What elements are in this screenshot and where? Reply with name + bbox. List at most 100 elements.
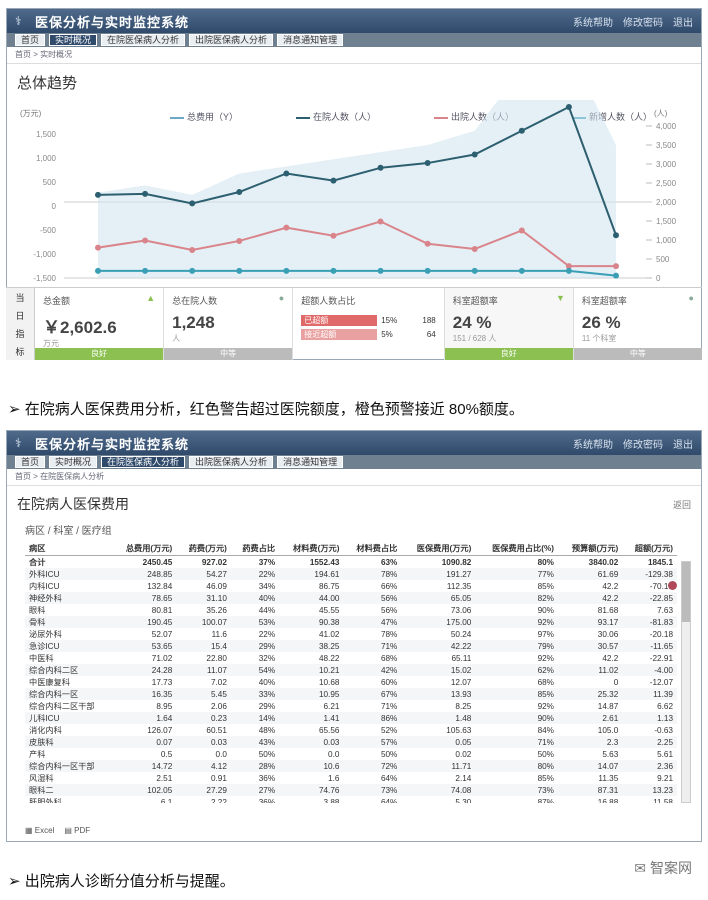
y-tick-label: -500 <box>40 226 57 235</box>
data-point <box>236 267 243 274</box>
table-row[interactable]: 外科ICU 248.85 54.27 22% 194.61 78% 191.27 77% 61.… <box>25 568 677 580</box>
table-row[interactable]: 眼科二 102.05 27.29 27% 74.76 73% 74.08 73% 87.31 13… <box>25 784 677 796</box>
table-row[interactable]: 眼科 80.81 35.26 44% 45.55 56% 73.06 90% 81.68 7.63 <box>25 604 677 616</box>
y2-tick-label: 500 <box>656 255 670 264</box>
y-tick-label: 1,500 <box>36 130 57 139</box>
menu-messages[interactable]: 消息通知管理 <box>277 34 344 46</box>
column-header[interactable]: 药费(万元) <box>176 541 231 556</box>
menu-messages[interactable]: 消息通知管理 <box>277 456 344 468</box>
table-row[interactable]: 急诊ICU 53.65 15.4 29% 38.25 71% 42.22 79% 30.57 -1… <box>25 640 677 652</box>
table-cell: -22.91 <box>649 653 673 663</box>
legend-item[interactable]: 出院人数（人） <box>434 110 514 123</box>
scrollbar-thumb[interactable] <box>682 562 690 622</box>
column-header[interactable]: 医保费用(万元) <box>401 541 476 556</box>
kpi-value: 24 % <box>452 313 492 332</box>
column-header[interactable]: 超额(万元) <box>622 541 677 556</box>
column-header[interactable]: 总费用(万元) <box>111 541 177 556</box>
table-cell: 7.02 <box>210 677 227 687</box>
over-quota-row: 已超额 15% 188 <box>301 315 436 326</box>
kpi-dept-rate[interactable]: 科室超额率 ● 26 % 11 个科室 中等 <box>573 288 702 360</box>
table-row[interactable]: 中医康复科 17.73 7.02 40% 10.68 60% 12.07 68% 0 -12.07 <box>25 676 677 688</box>
y2-tick-label: 3,000 <box>656 160 677 169</box>
table-cell: 31.10 <box>176 592 231 604</box>
table-row[interactable]: 内科ICU 132.84 46.09 34% 86.75 66% 112.35 85% 42.2… <box>25 580 677 592</box>
data-point <box>142 190 149 197</box>
legend-item[interactable]: 总费用（Y） <box>170 110 238 123</box>
menu-home[interactable]: 首页 <box>15 456 46 468</box>
table-cell: 10.95 <box>279 688 344 700</box>
table-row[interactable]: 综合内科二区干部 8.95 2.06 29% 6.21 71% 8.25 92% 14.87 6.… <box>25 700 677 712</box>
data-point <box>236 237 243 244</box>
data-point <box>330 267 337 274</box>
menu-inpatient[interactable]: 在院医保病人分析 <box>101 456 186 468</box>
subtab[interactable]: 病区 / 科室 / 医疗组 <box>25 526 112 537</box>
change-password-link[interactable]: 修改密码 <box>623 17 663 29</box>
table-cell: 11.02 <box>557 664 623 676</box>
table-cell: 85% <box>537 581 554 591</box>
menu-discharged[interactable]: 出院医保病人分析 <box>189 34 274 46</box>
table-cell: 44% <box>258 605 276 615</box>
menu-inpatient[interactable]: 在院医保病人分析 <box>101 34 186 46</box>
table-cell: 0.91 <box>210 773 227 783</box>
table-row[interactable]: 合计 2450.45 927.02 37% 1552.43 63% 1090.82 80% 38… <box>25 556 677 569</box>
table-row[interactable]: 产科 0.5 0.0 50% 0.0 50% 0.02 50% 5.63 5.61 <box>25 748 677 760</box>
table-row[interactable]: 综合内科二区 24.28 11.07 54% 10.21 42% 15.02 62% 11.02… <box>25 664 677 676</box>
kpi-dept-over-rate[interactable]: 科室超额率 ▼ 24 % 151 / 628 人 良好 <box>444 288 574 360</box>
data-point <box>471 246 478 253</box>
table-cell: 54% <box>230 664 280 676</box>
excel-export-button[interactable]: ▦ Excel <box>25 826 55 835</box>
table-cell: 22% <box>258 629 276 639</box>
table-cell: 8.95 <box>156 701 173 711</box>
table-cell: 13.23 <box>622 784 677 796</box>
column-header[interactable]: 医保费用占比(%) <box>475 541 558 556</box>
kpi-row: 当日 指标 总金额 ▲ ￥2,602.6 万元 良好 总在院人数 ● 1,248… <box>6 287 702 360</box>
table-row[interactable]: 肝胆外科 6.1 2.22 36% 3.88 64% 5.30 87% 16.88 11.58 <box>25 796 677 804</box>
table-row[interactable]: 中医科 71.02 22.80 32% 48.22 68% 65.11 92% 42.2 -22.… <box>25 652 677 664</box>
table-row[interactable]: 神经外科 78.65 31.10 40% 44.00 56% 65.05 82% 42.2 -22… <box>25 592 677 604</box>
kpi-status-bar: 中等 <box>573 348 702 360</box>
y2-tick-label: 1,000 <box>656 236 677 245</box>
table-cell: 综合内科一区干部 <box>25 760 112 772</box>
table-scrollbar[interactable] <box>681 561 691 803</box>
table-cell: 45.55 <box>318 605 340 615</box>
app-titlebar: ⚕ 医保分析与实时监控系统 系统帮助 修改密码 退出 <box>7 431 701 455</box>
logout-link[interactable]: 退出 <box>673 439 693 451</box>
kpi-over-quota[interactable]: 超额人数占比 已超额 15% 188 接近超额 5% 64 <box>293 288 445 360</box>
back-link[interactable]: 返回 <box>672 499 691 510</box>
menu-home[interactable]: 首页 <box>15 34 46 46</box>
table-cell: 77% <box>475 568 558 580</box>
table-row[interactable]: 综合内科一区 16.35 5.45 33% 10.95 67% 13.93 85% 25.32 1… <box>25 688 677 700</box>
help-link[interactable]: 系统帮助 <box>573 439 613 451</box>
column-header[interactable]: 材料费占比 <box>343 541 402 556</box>
menu-realtime[interactable]: 实时概况 <box>49 456 98 468</box>
column-header[interactable]: 药费占比 <box>230 541 280 556</box>
legend-item[interactable]: 在院人数（人） <box>296 110 376 123</box>
table-cell: 12.07 <box>450 677 472 687</box>
table-cell: 46.09 <box>206 581 227 591</box>
change-password-link[interactable]: 修改密码 <box>623 439 663 451</box>
column-header[interactable]: 病区 <box>25 541 112 556</box>
logout-link[interactable]: 退出 <box>673 17 693 29</box>
table-row[interactable]: 风湿科 2.51 0.91 36% 1.6 64% 2.14 85% 11.35 9.21 <box>25 772 677 784</box>
table-row[interactable]: 泌尿外科 52.07 11.6 22% 41.02 78% 50.24 97% 30.06 -20… <box>25 628 677 640</box>
column-header[interactable]: 预算额(万元) <box>557 541 623 556</box>
menu-realtime[interactable]: 实时概况 <box>49 34 98 46</box>
pdf-export-button[interactable]: ▤ PDF <box>64 826 91 835</box>
left-axis-unit: (万元) <box>20 109 42 118</box>
table-cell: 68% <box>537 677 554 687</box>
table-cell: -70.15 <box>649 581 673 591</box>
table-row[interactable]: 儿科ICU 1.64 0.23 14% 1.41 86% 1.48 90% 2.61 1.13 <box>25 712 677 724</box>
table-cell: 194.61 <box>279 568 344 580</box>
table-row[interactable]: 皮肤科 0.07 0.03 43% 0.03 57% 0.05 71% 2.3 2.25 <box>25 736 677 748</box>
table-row[interactable]: 消化内科 126.07 60.51 48% 65.56 52% 105.63 84% 105.0… <box>25 724 677 736</box>
help-link[interactable]: 系统帮助 <box>573 17 613 29</box>
data-point <box>471 267 478 274</box>
table-cell: 0.03 <box>176 736 231 748</box>
kpi-total-amount[interactable]: 总金额 ▲ ￥2,602.6 万元 良好 <box>35 288 165 360</box>
menu-discharged[interactable]: 出院医保病人分析 <box>189 456 274 468</box>
kpi-inpatients[interactable]: 总在院人数 ● 1,248 人 中等 <box>164 288 294 360</box>
y2-tick-label: 1,500 <box>656 217 677 226</box>
column-header[interactable]: 材料费(万元) <box>279 541 344 556</box>
table-row[interactable]: 综合内科一区干部 14.72 4.12 28% 10.6 72% 11.71 80% 14.07… <box>25 760 677 772</box>
table-row[interactable]: 骨科 190.45 100.07 53% 90.38 47% 175.00 92% 93.17-… <box>25 616 677 628</box>
